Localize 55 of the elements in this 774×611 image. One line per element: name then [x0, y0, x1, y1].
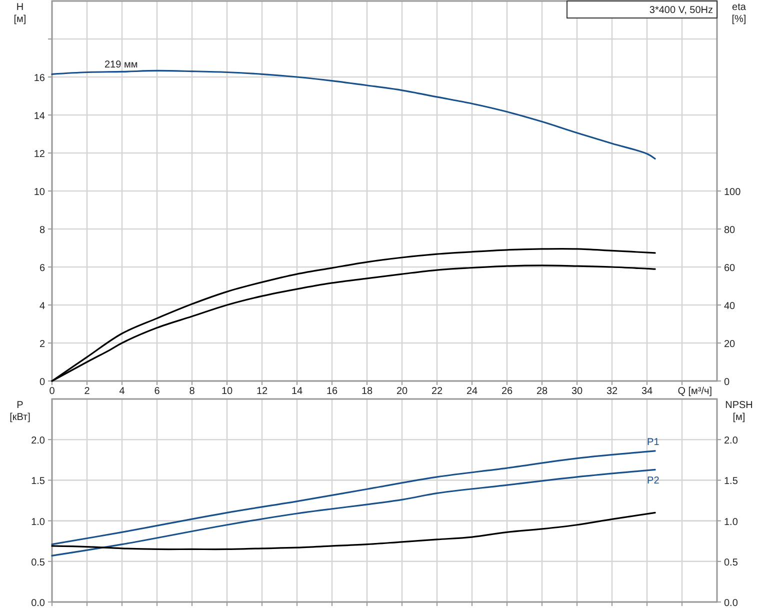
y-tick-label: 1.5 — [31, 476, 46, 488]
y2-tick-label: 80 — [724, 225, 736, 236]
y-axis-title: P [кВт] — [10, 400, 31, 423]
x-tick-label: 8 — [189, 386, 196, 397]
line-series — [51, 512, 656, 550]
x-axis-title: Q [м³/ч] — [678, 386, 712, 397]
x-tick-label: 30 — [571, 386, 583, 397]
y-tick-label: 0.5 — [31, 557, 46, 568]
y2-tick-label: 1.0 — [724, 516, 738, 528]
series-label: P1 — [647, 436, 660, 448]
x-tick-label: 12 — [256, 386, 268, 397]
y-tick-label: 12 — [34, 149, 46, 160]
y2-tick-label: 100 — [724, 187, 742, 198]
annotation: 219 мм — [104, 59, 138, 70]
x-tick-label: 18 — [361, 386, 373, 397]
y2-tick-label: 2.0 — [724, 436, 738, 447]
x-tick-label: 0 — [49, 386, 56, 397]
x-tick-label: 2 — [84, 386, 90, 397]
y2-axis-title: eta [%] — [732, 2, 746, 25]
y2-tick-label: 0 — [724, 377, 730, 388]
y-tick-label: 14 — [34, 111, 46, 122]
x-tick-label: 6 — [154, 386, 160, 397]
y-tick-label: 2 — [39, 339, 46, 350]
x-tick-label: 20 — [396, 386, 408, 397]
x-tick-label: 14 — [291, 386, 303, 397]
x-tick-label: 34 — [641, 386, 653, 397]
y-tick-label: 1.0 — [31, 516, 46, 528]
x-tick-label: 24 — [466, 386, 478, 397]
y-tick-label: 16 — [34, 73, 46, 84]
chart-title: 3*400 V, 50Hz — [649, 5, 713, 16]
y-tick-label: 0.0 — [31, 598, 46, 609]
y-axis-title: H [м] — [14, 2, 26, 25]
y2-tick-label: 1.5 — [724, 476, 738, 488]
x-tick-label: 28 — [536, 386, 548, 397]
y-tick-label: 8 — [39, 225, 46, 236]
y2-tick-label: 0.5 — [724, 557, 738, 568]
y-tick-label: 2.0 — [31, 436, 46, 447]
y2-tick-label: 40 — [724, 301, 736, 312]
y2-tick-label: 20 — [724, 339, 736, 350]
x-tick-label: 4 — [119, 386, 126, 397]
x-tick-label: 26 — [501, 386, 513, 397]
x-tick-label: 16 — [326, 386, 338, 397]
y2-tick-label: 0.0 — [724, 598, 738, 609]
x-tick-label: 10 — [221, 386, 233, 397]
line-series — [51, 70, 656, 160]
x-tick-label: 22 — [431, 386, 443, 397]
y-tick-label: 4 — [39, 301, 46, 312]
x-tick-label: 32 — [606, 386, 618, 397]
title-box: 3*400 V, 50Hz — [566, 0, 718, 18]
y-tick-label: 0 — [39, 377, 46, 388]
y2-axis-title: NPSH [м] — [725, 400, 753, 423]
y-tick-label: 6 — [39, 263, 46, 274]
y2-tick-label: 60 — [724, 263, 736, 274]
y-tick-label: 10 — [34, 187, 46, 198]
series-label: P2 — [647, 476, 660, 487]
